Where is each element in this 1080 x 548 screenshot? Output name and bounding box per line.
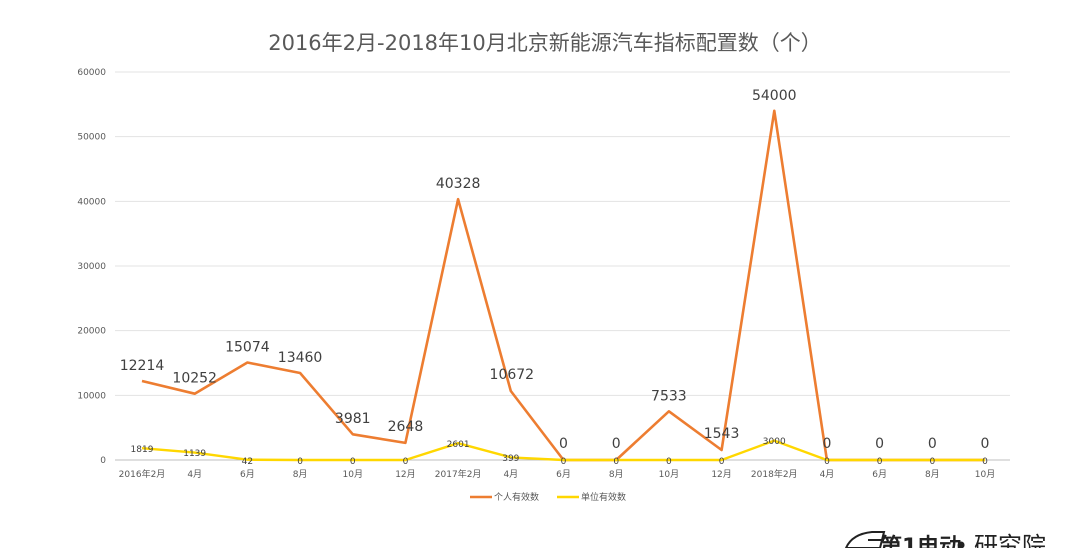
x-tick-label: 12月 [711,469,731,480]
y-tick-label: 30000 [77,262,106,272]
y-tick-label: 0 [100,456,106,466]
y-tick-label: 20000 [77,327,106,337]
brand-dot: • [954,532,968,548]
y-axis: 0 10000 20000 30000 40000 50000 60000 [77,68,106,466]
data-label: 10252 [172,371,217,387]
data-label: 0 [559,436,568,452]
data-label: 399 [502,454,519,464]
data-label: 15074 [225,340,270,356]
data-label: 0 [297,457,303,467]
legend-label: 个人有效数 [494,491,539,503]
legend: 个人有效数 单位有效数 [470,491,626,503]
data-label: 0 [561,457,567,467]
x-tick-label: 2017年2月 [435,468,482,480]
data-label: 54000 [752,88,797,104]
data-label: 0 [875,436,884,452]
x-tick-label: 2016年2月 [119,468,166,480]
x-tick-label: 10月 [343,469,363,480]
data-label: 0 [981,436,990,452]
gridlines [115,71,1010,461]
brand-left-text: 第1电动 [880,534,961,548]
x-tick-label: 8月 [609,469,624,480]
data-label: 0 [982,457,988,467]
data-labels: 12214 10252 15074 13460 3981 2648 40328 10672 0 0… [120,88,990,467]
series-layer [141,109,986,462]
y-tick-label: 10000 [77,391,106,401]
legend-label: 单位有效数 [581,491,626,503]
data-label: 12214 [120,358,165,374]
y-tick-label: 40000 [77,197,106,207]
data-label: 1543 [704,426,740,442]
brand-right-text: 研究院 [974,532,1046,548]
x-tick-label: 4月 [187,469,202,480]
series-line-personal [141,109,985,462]
data-label: 1139 [183,449,206,459]
x-tick-label: 6月 [556,469,571,480]
x-tick-label: 12月 [395,469,415,480]
x-tick-label: 2018年2月 [751,468,798,480]
data-label: 0 [403,457,409,467]
data-label: 0 [719,457,725,467]
x-tick-label: 4月 [820,469,835,480]
data-label: 7533 [651,388,687,404]
x-tick-label: 6月 [240,469,255,480]
x-tick-label: 4月 [503,469,518,480]
data-label: 0 [822,436,831,452]
data-label: 0 [666,457,672,467]
x-tick-label: 6月 [872,469,887,480]
data-label: 1819 [131,445,154,455]
x-tick-label: 10月 [975,469,995,480]
x-tick-label: 10月 [659,469,679,480]
data-label: 42 [242,457,253,467]
data-label: 0 [929,457,935,467]
y-tick-label: 50000 [77,133,106,143]
data-label: 0 [824,457,830,467]
x-axis: 2016年2月 4月 6月 8月 10月 12月 2017年2月 4月 6月 8月 10月 12月 20… [119,468,996,480]
data-label: 10672 [490,367,535,383]
brand-logo-icon [844,531,886,548]
x-tick-label: 8月 [293,469,308,480]
data-label: 2601 [447,440,470,450]
y-tick-label: 60000 [77,68,106,78]
data-label: 13460 [278,350,323,366]
data-label: 40328 [436,176,481,192]
data-label: 0 [877,457,883,467]
brand-watermark: 第1电动 • 研究院 [844,531,1046,548]
x-tick-label: 8月 [925,469,940,480]
data-label: 3981 [335,411,371,427]
data-label: 0 [350,457,356,467]
data-label: 0 [612,436,621,452]
chart-title: 2016年2月-2018年10月北京新能源汽车指标配置数（个） [268,31,822,55]
data-label: 2648 [388,419,424,435]
data-label: 0 [613,457,619,467]
data-label: 3000 [763,437,786,447]
data-label: 0 [928,436,937,452]
